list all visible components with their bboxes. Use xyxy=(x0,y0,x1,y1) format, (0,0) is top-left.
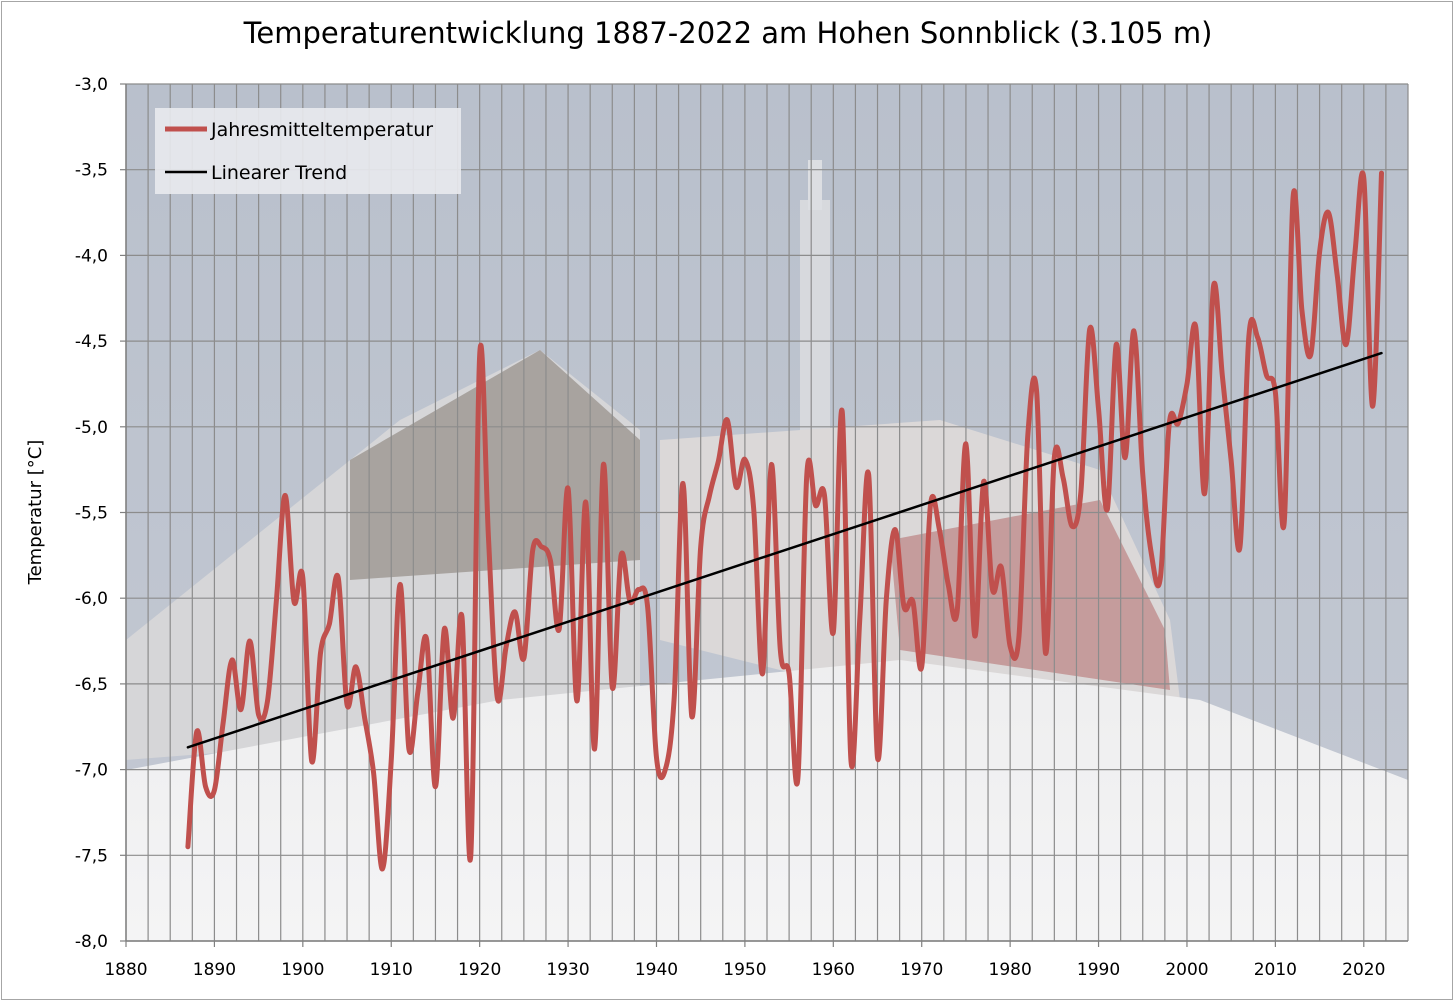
y-tick-label: -6,5 xyxy=(75,675,108,695)
x-tick-label: 1880 xyxy=(104,960,147,980)
x-tick-label: 1910 xyxy=(370,960,413,980)
y-tick-label: -5,5 xyxy=(75,504,108,524)
x-tick-label: 2000 xyxy=(1165,960,1208,980)
x-tick-label: 1950 xyxy=(723,960,766,980)
grid-lines xyxy=(125,83,1409,942)
y-tick-label: -7,5 xyxy=(75,846,108,866)
x-tick-label: 1980 xyxy=(989,960,1032,980)
series-line-linearer-trend xyxy=(186,351,1383,749)
chart-title: Temperaturentwicklung 1887-2022 am Hohen… xyxy=(243,16,1213,50)
legend-label: Linearer Trend xyxy=(211,162,347,184)
series-line-jahresmitteltemperatur xyxy=(185,170,1384,872)
y-tick-label: -4,5 xyxy=(75,332,108,352)
y-axis-label: Temperatur [°C] xyxy=(25,440,46,586)
y-tick-label: -6,0 xyxy=(75,589,108,609)
x-tick-label: 1940 xyxy=(635,960,678,980)
y-tick-label: -7,0 xyxy=(75,761,108,781)
x-tick-label: 1900 xyxy=(281,960,324,980)
y-tick-label: -3,0 xyxy=(75,75,108,95)
x-tick-label: 1970 xyxy=(900,960,943,980)
legend: Jahresmitteltemperatur Linearer Trend xyxy=(155,108,461,194)
axes: -8,0 -7,5 -7,0 -6,5 -6,0 -5,5 -5,0 -4,5 -4,0 -3,5… xyxy=(25,75,1408,980)
legend-label: Jahresmitteltemperatur xyxy=(210,119,433,141)
y-tick-label: -8,0 xyxy=(75,932,108,952)
plot-series xyxy=(185,170,1384,872)
x-tick-label: 1960 xyxy=(812,960,855,980)
x-tick-label: 2010 xyxy=(1254,960,1297,980)
y-tick-label: -3,5 xyxy=(75,161,108,181)
x-tick-label: 1890 xyxy=(193,960,236,980)
x-tick-label: 1990 xyxy=(1077,960,1120,980)
y-tick-label: -5,0 xyxy=(75,418,108,438)
x-tick-label: 1920 xyxy=(458,960,501,980)
y-tick-label: -4,0 xyxy=(75,246,108,266)
x-tick-label: 2020 xyxy=(1342,960,1385,980)
x-tick-label: 1930 xyxy=(546,960,589,980)
legend-box xyxy=(155,108,461,194)
